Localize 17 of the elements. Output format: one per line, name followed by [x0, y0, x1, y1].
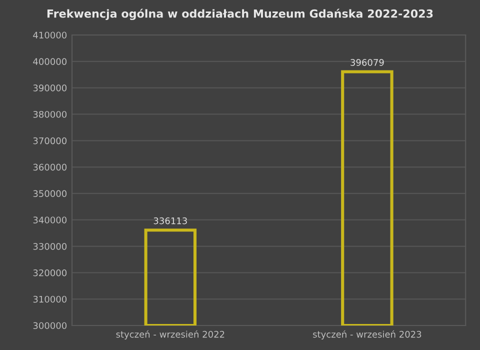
- y-tick-label: 360000: [33, 164, 67, 171]
- y-tick-label: 350000: [33, 190, 67, 198]
- chart-title: Frekwencja ogólna w oddziałach Muzeum Gdańska 2022-2023: [47, 8, 433, 20]
- y-tick-label: 320000: [33, 269, 67, 276]
- y-tick-label: 400000: [33, 58, 67, 65]
- y-tick-label: 390000: [33, 84, 67, 92]
- x-tick-label: styczeń - wrzesień 2023: [313, 330, 422, 340]
- y-tick-label: 410000: [33, 32, 67, 39]
- y-tick-label: 300000: [33, 322, 67, 330]
- data-label: 336113: [154, 217, 187, 224]
- y-tick-label: 380000: [33, 110, 67, 118]
- y-tick-label: 340000: [33, 216, 67, 224]
- x-tick-label: styczeń - wrzesień 2022: [116, 330, 224, 340]
- y-tick-label: 370000: [33, 137, 67, 144]
- y-tick-label: 310000: [33, 296, 67, 303]
- y-tick-label: 330000: [33, 243, 67, 250]
- data-label: 396079: [350, 59, 384, 66]
